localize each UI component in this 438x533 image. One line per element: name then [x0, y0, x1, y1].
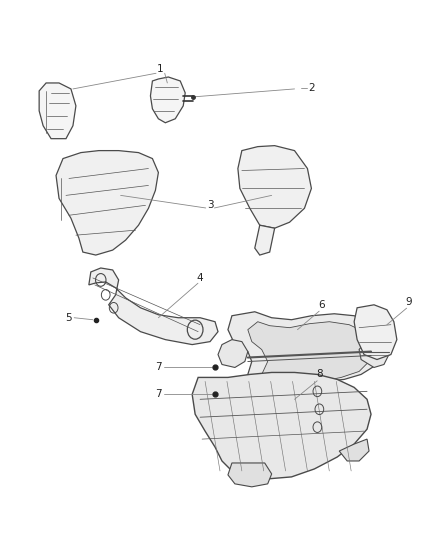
Text: 7: 7: [155, 389, 162, 399]
Text: 4: 4: [197, 273, 203, 283]
Polygon shape: [218, 340, 248, 367]
Text: 5: 5: [66, 313, 72, 323]
Polygon shape: [238, 146, 311, 228]
Polygon shape: [255, 225, 275, 255]
Text: 7: 7: [155, 362, 162, 373]
Polygon shape: [89, 268, 218, 345]
Text: 3: 3: [207, 200, 213, 211]
Text: 1: 1: [157, 64, 164, 74]
Polygon shape: [354, 305, 397, 360]
Polygon shape: [359, 340, 389, 367]
Text: 6: 6: [318, 300, 325, 310]
Polygon shape: [56, 151, 159, 255]
Text: 2: 2: [308, 83, 314, 93]
Polygon shape: [228, 463, 272, 487]
Polygon shape: [192, 373, 371, 479]
Polygon shape: [228, 312, 387, 411]
Text: 9: 9: [406, 297, 412, 307]
Polygon shape: [150, 77, 185, 123]
Polygon shape: [39, 83, 76, 139]
Polygon shape: [321, 389, 357, 414]
Polygon shape: [339, 439, 369, 461]
Text: 8: 8: [316, 369, 323, 379]
Polygon shape: [248, 394, 288, 421]
Polygon shape: [248, 322, 374, 407]
